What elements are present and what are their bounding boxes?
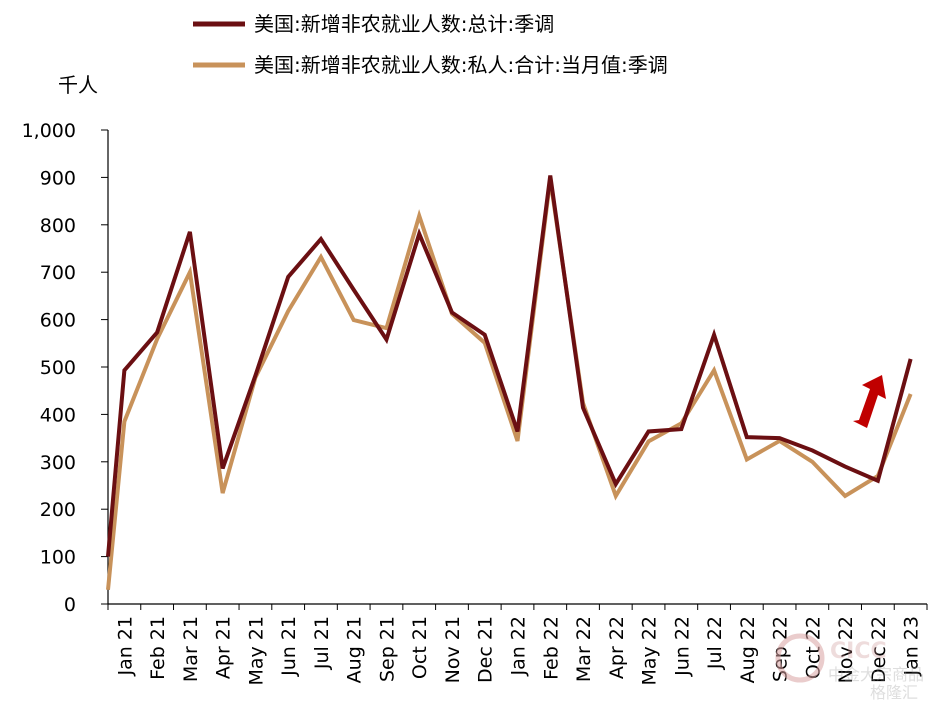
x-tick-label: Aug 22 bbox=[737, 616, 759, 683]
watermark-source: 格隆汇 bbox=[870, 683, 918, 702]
watermark-brand: CICC bbox=[830, 639, 887, 664]
series-line-total bbox=[106, 175, 913, 557]
x-tick-label: Jul 22 bbox=[704, 616, 726, 670]
y-tick-label: 200 bbox=[40, 499, 76, 521]
x-tick-label: Jun 21 bbox=[278, 616, 300, 677]
legend-label-private: 美国:新增非农就业人数:私人:合计:当月值:季调 bbox=[254, 53, 668, 77]
x-tick-label: Jul 21 bbox=[311, 616, 333, 670]
y-tick-label: 800 bbox=[40, 215, 76, 237]
watermark: CICC 中金大宗商品 格隆汇 bbox=[775, 633, 924, 702]
x-tick-label: May 22 bbox=[639, 616, 661, 686]
y-tick-label: 0 bbox=[64, 594, 76, 616]
y-tick-label: 500 bbox=[40, 357, 76, 379]
x-ticks: Jan 21 Feb 21 Mar 21 Apr 21 May 21 Jun 21 Jul … bbox=[107, 604, 928, 686]
y-tick-label: 300 bbox=[40, 452, 76, 474]
x-tick-label: Mar 22 bbox=[573, 616, 595, 682]
y-ticks: 0 100 200 300 400 500 600 700 800 900 1,000 bbox=[22, 120, 108, 616]
x-tick-label: Oct 21 bbox=[409, 616, 431, 679]
y-tick-label: 1,000 bbox=[22, 120, 76, 142]
x-tick-label: Dec 21 bbox=[475, 616, 497, 683]
legend: 美国:新增非农就业人数:总计:季调 美国:新增非农就业人数:私人:合计:当月值:… bbox=[193, 12, 668, 77]
x-tick-label: Nov 22 bbox=[835, 616, 857, 683]
y-axis-unit-label: 千人 bbox=[58, 73, 98, 97]
up-arrow-icon bbox=[853, 375, 886, 428]
x-tick-label: Nov 21 bbox=[442, 616, 464, 683]
x-tick-label: Jan 23 bbox=[901, 616, 923, 677]
y-tick-label: 600 bbox=[40, 310, 76, 332]
x-tick-label: Aug 21 bbox=[344, 616, 366, 683]
legend-label-total: 美国:新增非农就业人数:总计:季调 bbox=[254, 12, 554, 36]
x-tick-label: Jun 22 bbox=[671, 616, 693, 677]
x-tick-label: Feb 21 bbox=[147, 616, 169, 680]
series-line-private bbox=[106, 179, 913, 590]
x-tick-label: Apr 22 bbox=[606, 616, 628, 679]
y-tick-label: 400 bbox=[40, 404, 76, 426]
watermark-logo-icon bbox=[775, 633, 825, 683]
y-tick-label: 100 bbox=[40, 547, 76, 569]
x-tick-label: Dec 22 bbox=[868, 616, 890, 683]
x-tick-label: Feb 22 bbox=[540, 616, 562, 680]
y-tick-label: 900 bbox=[40, 167, 76, 189]
series-layer bbox=[106, 175, 913, 590]
x-tick-label: Mar 21 bbox=[180, 616, 202, 682]
x-tick-label: Apr 21 bbox=[213, 616, 235, 679]
x-tick-label: Jan 22 bbox=[508, 616, 530, 677]
watermark-brand-cn: 中金大宗商品 bbox=[828, 665, 924, 684]
x-tick-label: Sep 21 bbox=[376, 616, 398, 682]
x-tick-label: Jan 21 bbox=[114, 616, 136, 677]
x-tick-label: May 21 bbox=[245, 616, 267, 686]
y-tick-label: 700 bbox=[40, 262, 76, 284]
